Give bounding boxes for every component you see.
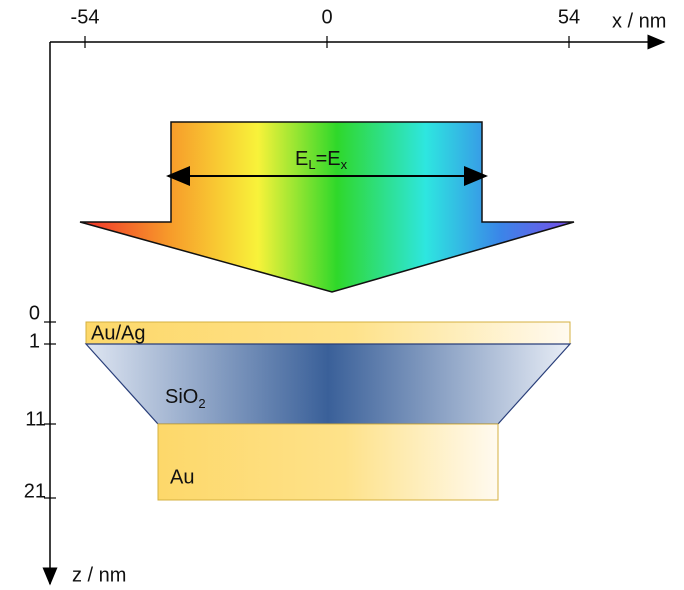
x-tick-label: 0	[321, 6, 332, 28]
z-tick-label: 1	[29, 330, 40, 352]
field-sub: L	[308, 157, 315, 172]
x-axis-label: x / nm	[612, 10, 666, 32]
z-tick-label: 21	[24, 480, 46, 502]
layer-label-sub: 2	[198, 396, 205, 411]
z-tick-label: 0	[29, 302, 40, 324]
field-label: EL=Ex	[295, 148, 348, 172]
au-ag-layer	[86, 322, 570, 344]
field-equals: =E	[316, 148, 341, 170]
layer-label: Au	[170, 466, 194, 488]
diagram: -54 0 54 x / nm 0 1 11 21 z / nm EL=Ex A…	[0, 0, 684, 590]
layer-label: Au/Ag	[91, 322, 145, 344]
sio2-layer	[86, 344, 570, 424]
layer-label-main: SiO	[165, 386, 198, 408]
x-tick-label: 54	[558, 6, 580, 28]
au-layer	[158, 424, 498, 500]
field-sub: x	[341, 157, 348, 172]
x-tick-label: -54	[71, 6, 100, 28]
z-tick-label: 11	[25, 408, 46, 430]
field-symbol: E	[295, 148, 308, 170]
z-axis-label: z / nm	[72, 564, 126, 586]
